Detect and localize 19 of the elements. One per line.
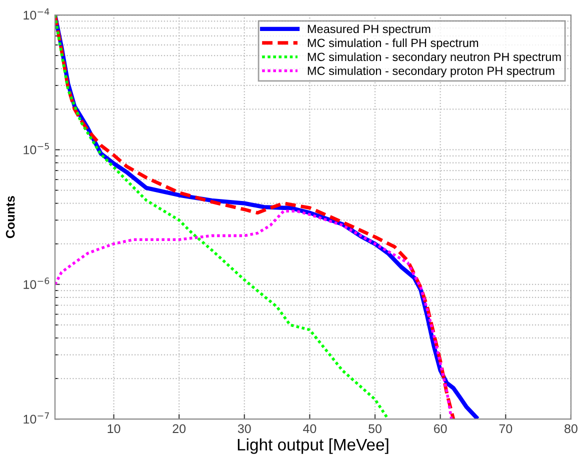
y-tick-label: 10$^{−6}$ [24,278,50,289]
x-tick-label: 30 [238,424,251,434]
x-tick-label: 60 [434,424,447,434]
legend-label: MC simulation - full PH spectrum [308,38,478,50]
x-tick-label: 40 [303,424,316,434]
y-tick-label: 10$^{−4}$ [24,8,50,20]
x-tick-label: 50 [368,424,382,434]
line-series [54,210,453,420]
legend-label: MC simulation - secondary proton PH spectrum [308,66,554,78]
x-tick-label: 20 [172,424,186,434]
x-tick-label: 10 [108,424,120,434]
x-axis-title: Light output [MeVee] [238,438,388,454]
legend-label: Measured PH spectrum [308,24,430,36]
x-tick-label: 70 [499,424,512,434]
y-tick-label: 10$^{−5}$ [24,143,49,154]
x-tick-label: 80 [564,424,578,434]
legend-label: MC simulation - secondary neutron PH spectrum [308,52,561,64]
y-axis-title: Counts [6,196,15,238]
y-tick-label: 10$^{−7}$ [24,412,49,424]
